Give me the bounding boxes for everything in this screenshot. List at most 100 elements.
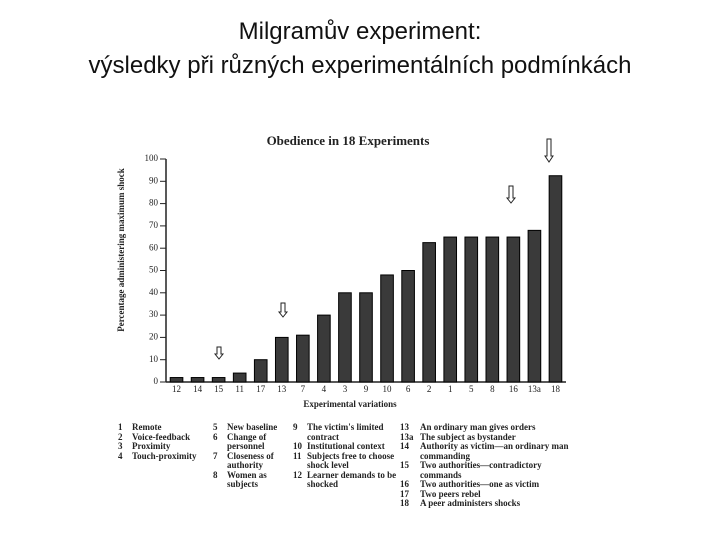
legend-number: 15 <box>400 460 409 470</box>
legend-item: 17 Two peers rebel <box>400 488 570 500</box>
legend-number: 11 <box>293 450 302 461</box>
bar <box>274 336 289 383</box>
legend-text: New baseline <box>227 422 278 432</box>
bar <box>232 372 247 383</box>
y-tick-label: 60 <box>149 242 159 252</box>
x-tick-label: 7 <box>301 384 306 394</box>
bar <box>338 292 352 383</box>
bar <box>506 236 521 383</box>
chart-title: Obedience in 18 Experiments <box>267 133 430 148</box>
x-tick-label: 6 <box>406 384 411 394</box>
legend-item: 13 An ordinary man gives orders <box>400 422 570 433</box>
legend-column: 13 An ordinary man gives orders 13a The sub… <box>400 422 570 509</box>
legend-number: 1 <box>118 422 123 432</box>
legend-item: 18 A peer administers shocks <box>400 498 570 509</box>
legend-number: 8 <box>213 469 218 480</box>
legend-text: Authority as victim—an ordinary man comm… <box>420 441 569 461</box>
arrow <box>544 138 554 163</box>
legend-item: 12 Learner demands to be shocked <box>293 469 403 490</box>
legend-number: 16 <box>400 479 409 489</box>
legend-text: The subject as bystander <box>420 431 516 442</box>
bar <box>548 175 563 383</box>
x-tick-label: 5 <box>469 384 474 394</box>
bar <box>359 292 373 383</box>
legend-column: 5 New baseline 6 Change of personnel 7 Closen… <box>213 422 293 490</box>
bar <box>169 377 184 383</box>
y-tick-label: 40 <box>149 287 159 297</box>
y-tick-label: 80 <box>149 198 159 208</box>
bar <box>317 314 331 383</box>
legend-text: Women as subjects <box>227 469 267 489</box>
x-tick-label: 3 <box>343 384 348 394</box>
legend-number: 13 <box>400 422 409 432</box>
bar <box>380 274 394 383</box>
x-tick-label: 17 <box>256 384 266 394</box>
legend-item: 10 Institutional context <box>293 441 403 452</box>
legend-text: Change of personnel <box>227 431 267 451</box>
legend-number: 14 <box>400 441 409 451</box>
y-axis-label: Percentage administering maximum shock <box>116 168 126 332</box>
bar <box>464 236 479 383</box>
legend-column: 1 Remote 2 Voice-feedback 3 Proximity 4 Touch-p… <box>118 422 213 462</box>
legend-text: Institutional context <box>307 441 385 451</box>
legend-text: Proximity <box>132 441 171 451</box>
legend-number: 2 <box>118 431 123 442</box>
x-tick-label: 11 <box>235 384 244 394</box>
legend-item: 8 Women as subjects <box>213 469 293 490</box>
x-tick-label: 14 <box>193 384 203 394</box>
x-tick-label: 16 <box>509 384 519 394</box>
legend-item: 1 Remote <box>118 422 213 433</box>
legend-item: 14 Authority as victim—an ordinary man co… <box>400 441 570 461</box>
legend-number: 18 <box>400 498 409 508</box>
legend-number: 6 <box>213 431 218 442</box>
bar <box>253 359 268 383</box>
x-tick-label: 1 <box>448 384 453 394</box>
legend-item: 3 Proximity <box>118 441 213 452</box>
legend-item: 15 Two authorities—contradictory commands <box>400 460 570 480</box>
legend-text: The victim's limited contract <box>307 422 384 442</box>
x-tick-label: 13a <box>528 384 541 394</box>
x-tick-label: 4 <box>322 384 327 394</box>
arrow <box>277 302 289 318</box>
legend-item: 5 New baseline <box>213 422 293 433</box>
legend-column: 9 The victim's limited contract 10 Institut… <box>293 422 403 490</box>
x-tick-label: 12 <box>172 384 181 394</box>
x-tick-label: 15 <box>214 384 224 394</box>
legend-item: 16 Two authorities—one as victim <box>400 479 570 490</box>
bar <box>296 334 310 383</box>
legend-number: 13a <box>400 431 414 442</box>
legend-text: Two authorities—contradictory commands <box>420 460 542 480</box>
bar <box>485 236 500 383</box>
legend-item: 7 Closeness of authority <box>213 450 293 471</box>
legend-item: 9 The victim's limited contract <box>293 422 403 442</box>
legend-text: Touch-proximity <box>132 450 197 461</box>
bar <box>401 270 415 383</box>
legend-text: Two peers rebel <box>420 488 481 499</box>
legend-text: A peer administers shocks <box>420 498 521 508</box>
legend-number: 5 <box>213 422 218 432</box>
legend-text: Remote <box>132 422 162 432</box>
legend-number: 7 <box>213 450 218 461</box>
legend-text: Closeness of authority <box>227 450 274 470</box>
x-tick-label: 9 <box>364 384 369 394</box>
legend-text: An ordinary man gives orders <box>420 422 536 432</box>
legend-item: 4 Touch-proximity <box>118 450 213 462</box>
slide-title: Milgramův experiment: <box>238 18 482 45</box>
legend-text: Voice-feedback <box>132 431 191 442</box>
y-tick-label: 30 <box>149 309 159 319</box>
bar <box>190 377 205 383</box>
y-tick-label: 70 <box>149 220 159 230</box>
legend-text: Learner demands to be shocked <box>307 469 397 489</box>
legend-item: 6 Change of personnel <box>213 431 293 452</box>
legend-number: 4 <box>118 450 123 461</box>
x-tick-label: 13 <box>277 384 287 394</box>
arrows <box>213 138 554 360</box>
legend-number: 3 <box>118 441 123 451</box>
y-tick-label: 100 <box>145 153 159 163</box>
x-axis-label: Experimental variations <box>303 399 397 409</box>
x-tick-label: 10 <box>383 384 393 394</box>
x-tick-label: 8 <box>490 384 495 394</box>
legend-text: Two authorities—one as victim <box>420 479 540 489</box>
